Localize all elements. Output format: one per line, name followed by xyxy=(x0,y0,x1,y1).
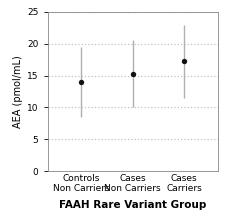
Y-axis label: AEA (pmol/mL): AEA (pmol/mL) xyxy=(13,55,23,128)
Point xyxy=(79,80,83,84)
X-axis label: FAAH Rare Variant Group: FAAH Rare Variant Group xyxy=(59,200,205,210)
Point xyxy=(182,59,185,63)
Point xyxy=(130,72,134,76)
